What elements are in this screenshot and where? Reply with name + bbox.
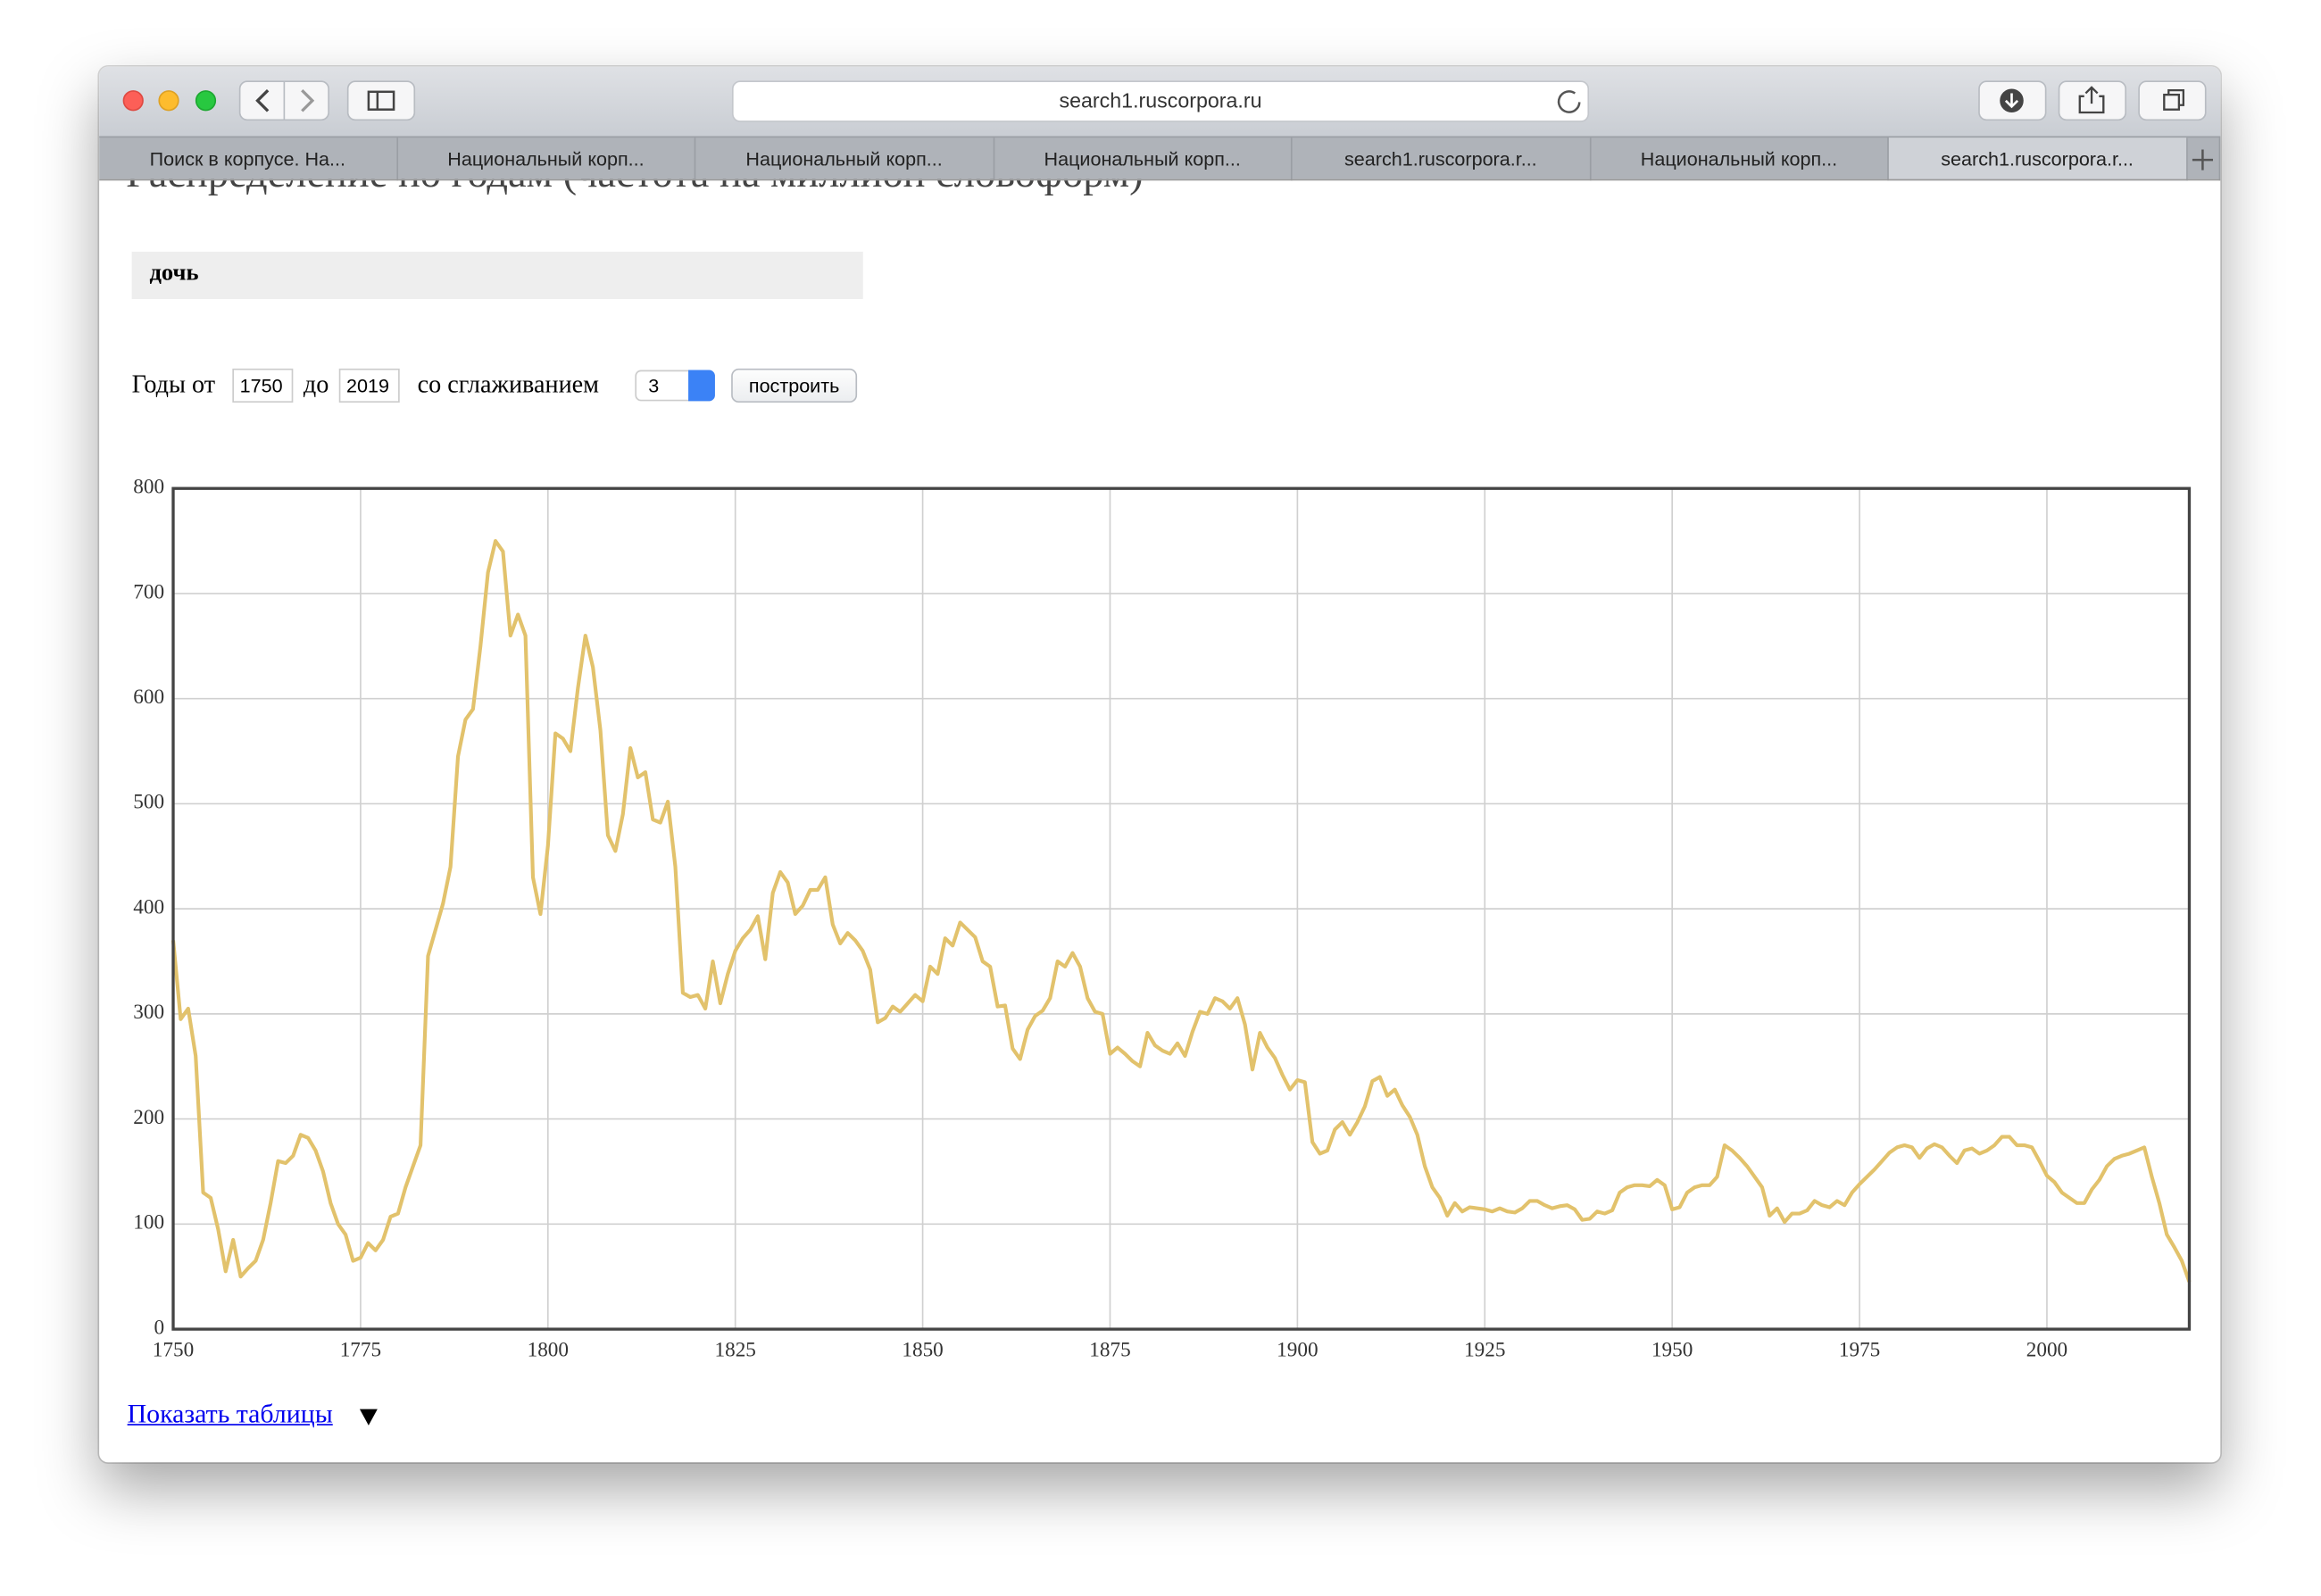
y-tick-label: 800 [133,476,164,499]
data-line [171,538,2192,1283]
address-bar[interactable] [731,80,1590,122]
build-button[interactable]: построить [731,368,858,403]
year-to-input[interactable]: 2019 [338,368,400,403]
back-icon [255,88,270,112]
minimize-button[interactable] [158,90,179,112]
forward-icon [301,88,315,112]
years-to-label: до [303,370,329,399]
select-stepper[interactable] [688,370,715,402]
smoothing-label: со сглаживанием [417,370,600,399]
dropdown-arrow [359,1409,378,1426]
reload-icon[interactable] [1557,90,1581,113]
y-tick-label: 700 [133,580,164,603]
x-tick-label: 1925 [1464,1338,1505,1361]
x-tick-label: 1825 [714,1338,755,1361]
browser-tab[interactable]: search1.ruscorpora.r... [1888,137,2187,181]
browser-tab[interactable]: Национальный корп... [1591,137,1889,181]
x-tick-label: 1900 [1277,1338,1318,1361]
x-tick-label: 2000 [2026,1338,2067,1361]
browser-tab[interactable]: Национальный корп... [695,137,994,181]
browser-tab[interactable]: Поиск в корпусе. На... [99,137,398,181]
sidebar-button[interactable] [346,80,416,121]
toolbar: search1.ruscorpora.ru [99,66,2221,137]
query-box: дочь [131,251,863,299]
new-tab-button[interactable] [2187,137,2221,181]
x-tick-label: 1875 [1089,1338,1130,1361]
x-tick-label: 1950 [1651,1338,1693,1361]
plot-border [171,486,2192,1331]
years-from-label: Годы от [131,370,216,399]
y-tick-label: 400 [133,895,164,919]
browser-window: search1.ruscorpora.ru Поиск в корпусе. Н… [99,66,2221,1463]
y-tick-label: 200 [133,1106,164,1129]
y-tick-label: 0 [154,1316,164,1339]
url-text: search1.ruscorpora.ru [1060,89,1262,112]
browser-tab[interactable]: Национальный корп... [397,137,696,181]
year-from-input[interactable]: 1750 [232,368,294,403]
y-tick-label: 300 [133,1001,164,1024]
x-tick-label: 1775 [340,1338,381,1361]
y-tick-label: 100 [133,1211,164,1234]
tabs-button[interactable] [2138,80,2207,121]
close-button[interactable] [122,90,144,112]
toolbar-icons: search1.ruscorpora.ru [122,80,2207,122]
query-word: дочь [149,260,199,287]
x-tick-label: 1750 [153,1338,194,1361]
browser-tab[interactable]: search1.ruscorpora.r... [1293,137,1591,181]
browser-tab[interactable]: Национальный корп... [994,137,1293,181]
x-tick-label: 1850 [902,1338,943,1361]
tab-bar: Поиск в корпусе. На... Национальный корп.… [99,136,2221,181]
x-tick-label: 1975 [1839,1338,1880,1361]
y-tick-label: 500 [133,791,164,814]
y-tick-label: 600 [133,686,164,709]
zoom-button[interactable] [195,90,217,112]
show-tables-link[interactable]: Показать таблицы [127,1398,333,1429]
tab-separator [99,179,2221,181]
x-tick-label: 1800 [528,1338,569,1361]
